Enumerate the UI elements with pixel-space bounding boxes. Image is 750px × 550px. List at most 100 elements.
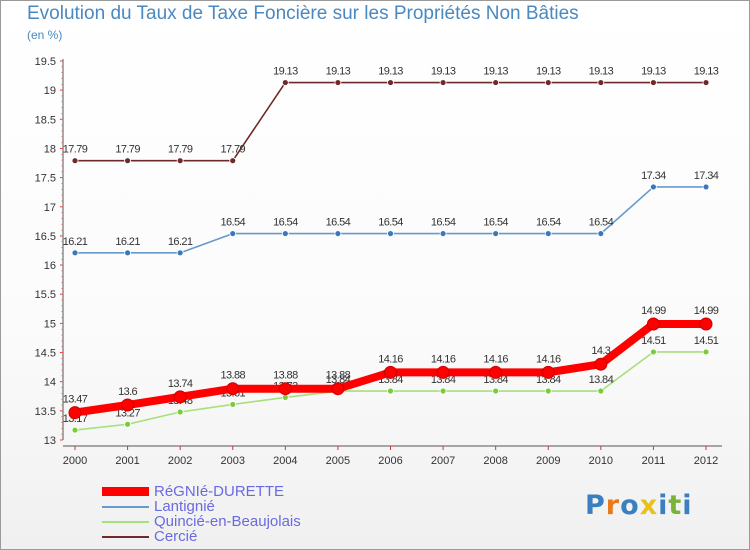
legend-swatch-quincie <box>102 521 149 523</box>
logo-letter: x <box>639 490 659 521</box>
data-point-lantigni- <box>387 230 394 237</box>
x-tick-label: 2007 <box>431 455 455 467</box>
data-point-r-gni-durette <box>541 365 555 379</box>
data-label-r-gni-durette: 14.16 <box>431 353 456 365</box>
data-label-cerci-: 19.13 <box>431 66 456 78</box>
proxiti-logo: Proxiti <box>585 490 693 521</box>
x-tick-label: 2001 <box>115 455 139 467</box>
y-tick-label: 18 <box>44 143 56 155</box>
chart-title: Evolution du Taux de Taxe Foncière sur l… <box>27 3 579 24</box>
x-tick-label: 2005 <box>326 455 350 467</box>
data-label-quinci-en-beaujolais: 14.51 <box>641 335 666 347</box>
x-tick-label: 2006 <box>378 455 402 467</box>
data-point-quinci-en-beaujolais <box>439 387 447 395</box>
data-label-quinci-en-beaujolais: 13.84 <box>431 374 456 386</box>
data-label-r-gni-durette: 14.3 <box>591 345 610 357</box>
y-tick-label: 15.5 <box>35 289 56 301</box>
logo-letter: i <box>682 490 693 521</box>
data-point-r-gni-durette <box>594 357 608 371</box>
y-tick-label: 14 <box>44 377 56 389</box>
data-point-cerci- <box>71 157 79 165</box>
data-label-cerci-: 17.79 <box>168 144 193 156</box>
data-label-r-gni-durette: 14.99 <box>694 305 719 317</box>
legend-label-cercie: Cercié <box>154 528 198 545</box>
data-label-r-gni-durette: 14.16 <box>536 353 561 365</box>
data-point-quinci-en-beaujolais <box>71 426 79 434</box>
data-label-cerci-: 19.13 <box>536 66 561 78</box>
logo-letter: i <box>658 490 669 521</box>
data-label-cerci-: 19.13 <box>694 66 719 78</box>
data-point-cerci- <box>176 157 184 165</box>
data-label-lantigni-: 16.54 <box>378 217 403 229</box>
data-label-quinci-en-beaujolais: 13.17 <box>63 413 88 425</box>
y-tick-label: 17.5 <box>35 173 56 185</box>
data-label-lantigni-: 16.21 <box>168 236 193 248</box>
data-point-r-gni-durette <box>699 317 713 331</box>
data-point-lantigni- <box>492 230 500 237</box>
data-label-r-gni-durette: 13.88 <box>273 370 298 382</box>
data-point-cerci- <box>702 79 710 86</box>
data-point-r-gni-durette <box>173 390 187 404</box>
data-point-lantigni- <box>176 249 184 257</box>
data-point-cerci- <box>544 79 552 86</box>
data-point-cerci- <box>124 157 131 165</box>
data-point-cerci- <box>387 79 394 86</box>
data-point-quinci-en-beaujolais <box>176 408 184 416</box>
x-tick-label: 2004 <box>273 455 297 467</box>
data-point-lantigni- <box>229 230 237 237</box>
data-label-quinci-en-beaujolais: 13.84 <box>483 374 508 386</box>
data-label-quinci-en-beaujolais: 13.27 <box>115 407 140 419</box>
data-label-r-gni-durette: 13.74 <box>168 378 193 390</box>
data-label-cerci-: 17.79 <box>220 144 245 156</box>
data-point-cerci- <box>229 157 237 165</box>
data-point-quinci-en-beaujolais <box>492 387 500 395</box>
data-label-lantigni-: 17.34 <box>694 170 719 182</box>
data-label-r-gni-durette: 13.47 <box>63 394 88 406</box>
legend-swatch-lantignie <box>102 506 149 508</box>
data-point-lantigni- <box>544 230 552 237</box>
data-label-cerci-: 17.79 <box>115 144 140 156</box>
data-point-cerci- <box>439 79 447 86</box>
data-point-lantigni- <box>439 230 447 237</box>
logo-letter: P <box>585 490 606 521</box>
x-tick-label: 2010 <box>589 455 613 467</box>
data-label-lantigni-: 16.21 <box>115 236 140 248</box>
data-label-r-gni-durette: 14.16 <box>378 353 403 365</box>
y-tick-label: 13.5 <box>35 406 56 418</box>
x-tick-label: 2011 <box>642 455 666 467</box>
data-label-quinci-en-beaujolais: 14.51 <box>694 335 719 347</box>
data-point-quinci-en-beaujolais <box>124 420 131 428</box>
data-label-cerci-: 19.13 <box>378 66 403 78</box>
y-tick-label: 17 <box>44 202 56 214</box>
data-point-r-gni-durette <box>489 365 503 379</box>
x-tick-label: 2002 <box>168 455 192 467</box>
data-label-quinci-en-beaujolais: 13.84 <box>536 374 561 386</box>
data-point-lantigni- <box>702 183 710 191</box>
logo-letter: o <box>620 490 640 521</box>
data-label-cerci-: 19.13 <box>483 66 508 78</box>
data-label-cerci-: 19.13 <box>273 66 298 78</box>
y-tick-label: 19 <box>44 85 56 97</box>
legend-swatch-regnie-durette <box>102 487 149 496</box>
data-point-cerci- <box>334 79 342 86</box>
data-point-cerci- <box>650 79 657 86</box>
data-point-quinci-en-beaujolais <box>597 387 605 395</box>
data-label-cerci-: 17.79 <box>63 144 88 156</box>
data-point-quinci-en-beaujolais <box>229 401 237 408</box>
data-point-cerci- <box>281 79 289 86</box>
data-point-quinci-en-beaujolais <box>281 394 289 401</box>
data-point-lantigni- <box>281 230 289 237</box>
data-point-quinci-en-beaujolais <box>387 387 394 395</box>
legend-label-lantignie: Lantignié <box>154 498 215 515</box>
data-point-quinci-en-beaujolais <box>702 348 710 356</box>
logo-letter: r <box>605 490 621 521</box>
data-label-lantigni-: 16.54 <box>589 217 614 229</box>
data-label-lantigni-: 17.34 <box>641 170 666 182</box>
x-tick-label: 2009 <box>536 455 560 467</box>
data-point-cerci- <box>492 79 500 86</box>
data-label-r-gni-durette: 14.16 <box>483 353 508 365</box>
data-label-lantigni-: 16.54 <box>431 217 456 229</box>
legend-swatch-cercie <box>102 536 149 538</box>
data-point-r-gni-durette <box>384 365 397 379</box>
